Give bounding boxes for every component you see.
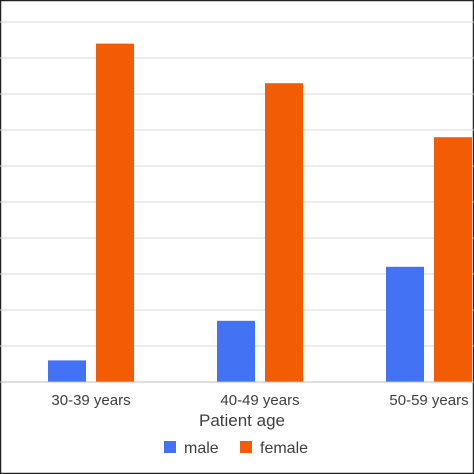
legend-label-female: female	[260, 440, 308, 457]
bar-male-3	[386, 266, 424, 382]
legend-swatch-male	[164, 441, 176, 453]
bars	[48, 43, 472, 382]
legend-label-male: male	[184, 440, 219, 457]
x-tick-label: 50-59 years	[389, 392, 468, 409]
x-tick-labels: 30-39 years 40-49 years 50-59 years	[51, 392, 468, 409]
x-tick-label: 40-49 years	[220, 392, 299, 409]
x-tick-label: 30-39 years	[51, 392, 130, 409]
bar-male-1	[48, 360, 86, 382]
legend-swatch-female	[240, 441, 252, 453]
legend: male female	[164, 440, 308, 457]
bar-female-1	[96, 43, 134, 382]
bar-female-3	[434, 137, 472, 382]
bar-female-2	[265, 83, 303, 382]
bar-male-2	[217, 320, 255, 382]
x-axis-title: Patient age	[199, 411, 285, 430]
